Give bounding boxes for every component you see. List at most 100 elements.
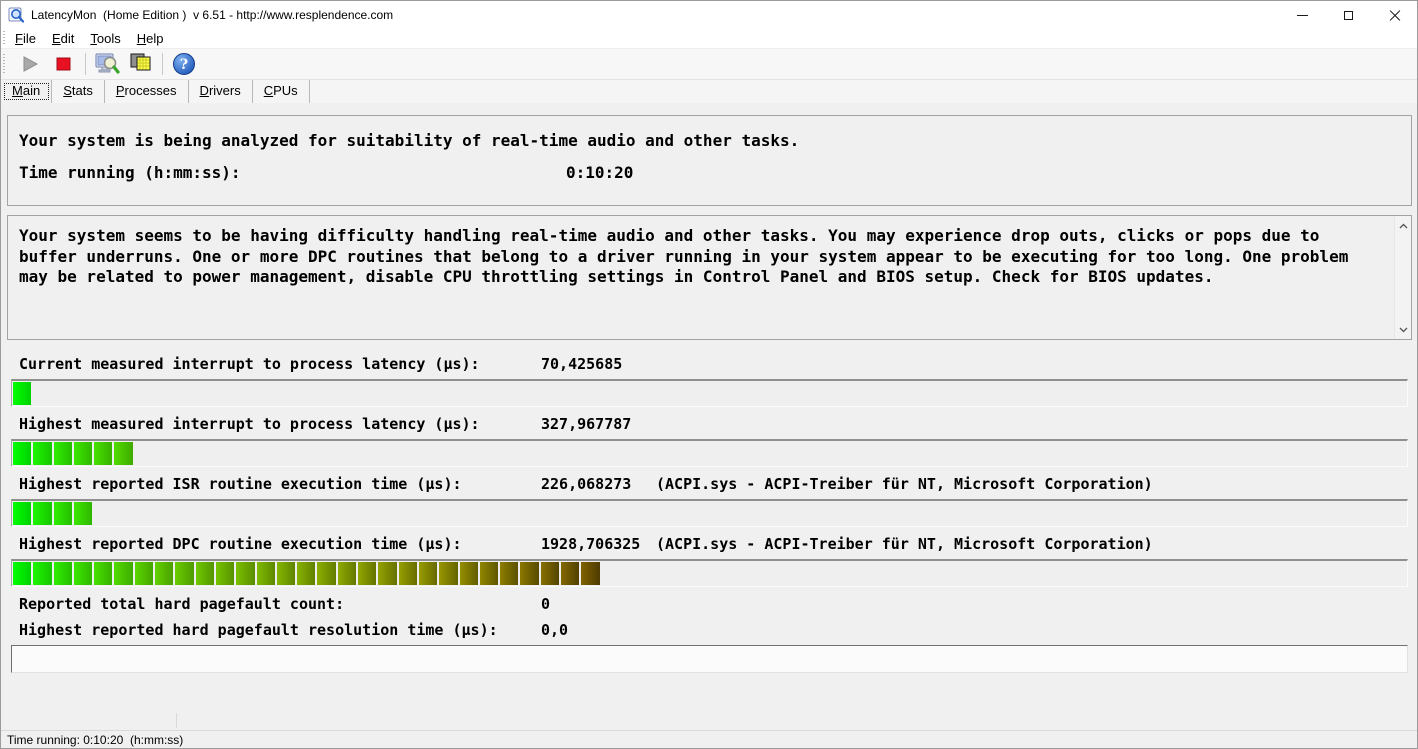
advice-panel[interactable]: Your system seems to be having difficult…: [7, 215, 1412, 340]
latency-bar-segment: [94, 562, 113, 585]
metric-driver: (ACPI.sys - ACPI-Treiber für NT, Microso…: [656, 535, 1153, 553]
analysis-status-text: Your system is being analyzed for suitab…: [19, 131, 800, 150]
latency-bar-segment: [317, 562, 336, 585]
metric-label: Highest reported DPC routine execution t…: [19, 535, 462, 553]
tab-bar: Main Stats Processes Drivers CPUs: [1, 80, 1417, 103]
toolbar: ?: [1, 49, 1417, 80]
app-icon: [8, 7, 25, 23]
latency-bar-segment: [33, 442, 52, 465]
metric-value: 327,967787: [541, 415, 632, 433]
play-icon: [23, 56, 39, 72]
latency-bar-segment: [73, 502, 93, 525]
latency-bar-segment: [398, 562, 417, 585]
latency-bar-segment: [13, 502, 32, 525]
metric-row: Highest measured interrupt to process la…: [11, 415, 1408, 435]
latency-bar-segment: [297, 562, 316, 585]
analyze-button[interactable]: [92, 51, 122, 78]
latency-bar-segment: [540, 562, 560, 585]
metric-label: Highest measured interrupt to process la…: [19, 415, 480, 433]
latency-bar-segment: [195, 562, 214, 585]
tab-cpus[interactable]: CPUs: [253, 80, 310, 103]
metric-row: Highest reported hard pagefault resoluti…: [11, 621, 1408, 641]
advice-line: Your system seems to be having difficult…: [19, 226, 1320, 245]
help-button[interactable]: ?: [169, 51, 199, 78]
copy-report-icon: [130, 53, 151, 71]
latency-bar: [11, 379, 1408, 407]
latency-bar-segment: [581, 562, 600, 585]
latency-bar-segment: [94, 442, 113, 465]
toolbar-grip: [2, 53, 7, 75]
latency-bar-segment: [378, 562, 397, 585]
menubar-grip: [2, 30, 7, 47]
latency-metrics: Current measured interrupt to process la…: [11, 355, 1408, 681]
time-running-label: Time running (h:mm:ss):: [19, 163, 241, 182]
stop-icon: [56, 57, 71, 71]
metric-row: Reported total hard pagefault count: 0: [11, 595, 1408, 615]
metric-value: 226,068273: [541, 475, 632, 493]
latency-bar-segment: [53, 562, 72, 585]
tab-processes[interactable]: Processes: [105, 80, 189, 103]
menu-item-tools[interactable]: Tools: [90, 31, 121, 46]
metric-value: 0,0: [541, 621, 569, 639]
latency-bar-segment: [13, 442, 32, 465]
minimize-button[interactable]: [1279, 1, 1325, 29]
metric-value: 0: [541, 595, 551, 613]
stop-button[interactable]: [49, 51, 79, 78]
scroll-down-arrow[interactable]: [1395, 321, 1412, 338]
menu-item-help[interactable]: Help: [136, 31, 164, 46]
latency-bar: [11, 439, 1408, 467]
latency-bar-segment: [561, 562, 580, 585]
metric-row: Highest reported DPC routine execution t…: [11, 535, 1408, 555]
latency-bar-segment: [358, 562, 377, 585]
chevron-icon: [1399, 223, 1408, 228]
latency-bar-segment: [13, 562, 32, 585]
latency-bar-segment: [215, 562, 235, 585]
latency-bar-segment: [256, 562, 275, 585]
scroll-up-arrow[interactable]: [1395, 217, 1412, 234]
latency-bar-segment: [439, 562, 458, 585]
latency-bar-segment: [33, 562, 52, 585]
metric-label: Highest reported ISR routine execution t…: [19, 475, 462, 493]
metric-driver: (ACPI.sys - ACPI-Treiber für NT, Microso…: [656, 475, 1153, 493]
advice-line: buffer underruns. One or more DPC routin…: [19, 246, 1349, 266]
empty-latency-bar: [11, 645, 1408, 673]
menu-item-edit[interactable]: Edit: [51, 31, 75, 46]
title-bar: LatencyMon (Home Edition ) v 6.51 - http…: [1, 1, 1417, 29]
latency-bar-segment: [73, 442, 93, 465]
latency-bar-segment: [33, 502, 52, 525]
latency-bar-segment: [53, 442, 72, 465]
latency-bar-segment: [13, 382, 32, 405]
tab-drivers[interactable]: Drivers: [189, 80, 253, 103]
latency-bar-segment: [520, 562, 539, 585]
latency-bar-segment: [337, 562, 357, 585]
latency-bar-segment: [155, 562, 174, 585]
svg-text:?: ?: [180, 57, 188, 73]
latency-bar-segment: [114, 442, 133, 465]
minimize-icon: [1296, 14, 1308, 16]
statusbar-pane-divider: [176, 713, 177, 728]
analyze-computer-magnifier-icon: [95, 53, 120, 74]
advice-scrollbar[interactable]: [1394, 216, 1411, 339]
latency-bar-segment: [500, 562, 519, 585]
status-bar: Time running: 0:10:20 (h:mm:ss): [1, 730, 1417, 748]
main-tab-content: Your system is being analyzed for suitab…: [1, 103, 1417, 730]
tab-main[interactable]: Main: [1, 80, 53, 103]
menu-item-file[interactable]: File: [15, 31, 36, 46]
play-button[interactable]: [15, 51, 45, 78]
metric-value: 70,425685: [541, 355, 623, 373]
latency-bar-segment: [134, 562, 154, 585]
advice-text: Your system seems to be having difficult…: [19, 226, 1387, 288]
close-icon: [1389, 10, 1400, 21]
latency-bar-segment: [418, 562, 438, 585]
close-button[interactable]: [1371, 1, 1417, 29]
metric-label: Highest reported hard pagefault resoluti…: [19, 621, 498, 639]
latency-bar: [11, 559, 1408, 587]
maximize-button[interactable]: [1325, 1, 1371, 29]
metric-label: Current measured interrupt to process la…: [19, 355, 480, 373]
copy-report-button[interactable]: [126, 51, 156, 78]
toolbar-separator: [162, 53, 163, 75]
help-icon: ?: [173, 53, 195, 75]
tab-stats[interactable]: Stats: [52, 80, 105, 103]
latency-bar-segment: [73, 562, 93, 585]
